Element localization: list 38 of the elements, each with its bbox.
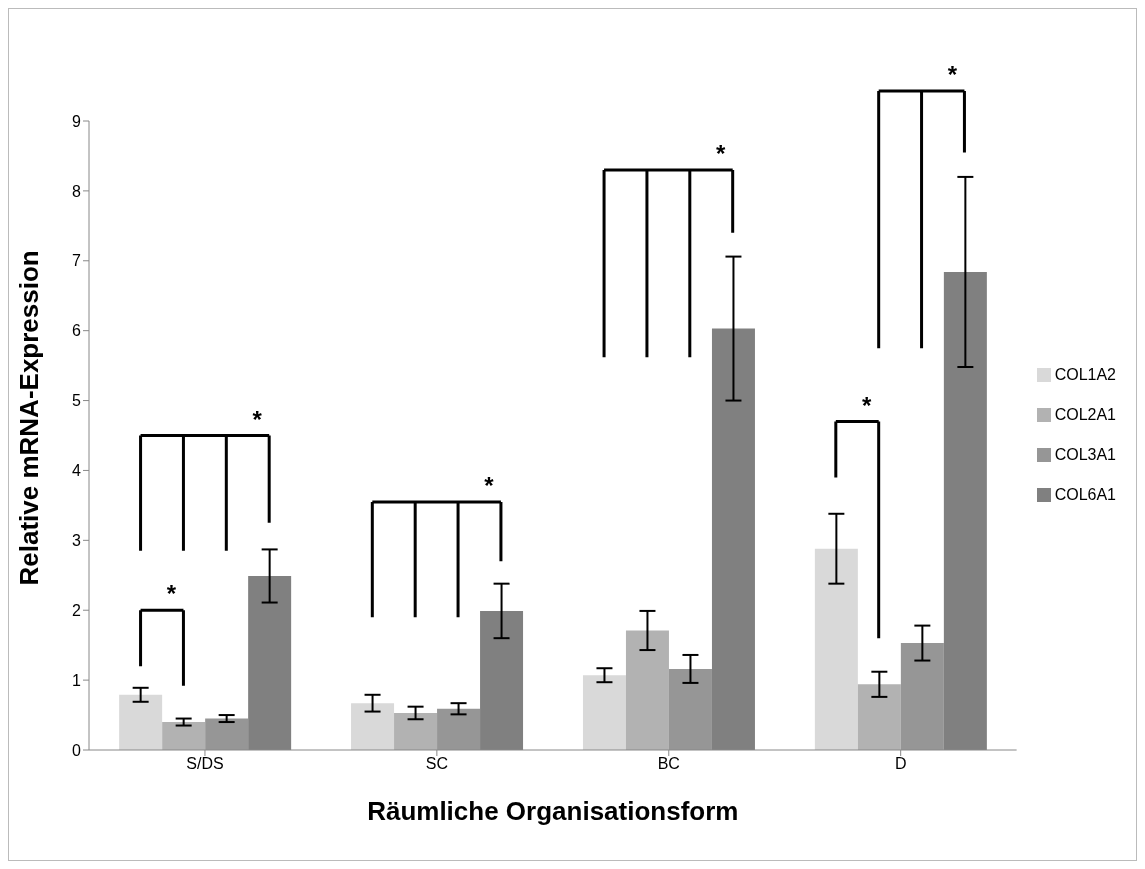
bar [668,668,712,750]
y-tick-label: 9 [72,112,82,130]
annotation: * [716,139,727,167]
x-tick-label: BC [657,755,680,773]
y-tick-label: 0 [72,741,82,759]
legend-label: COL2A1 [1054,405,1116,423]
bar [437,708,481,750]
x-tick-label: S/DS [186,755,224,773]
x-axis-title: Räumliche Organisationsform [367,796,739,826]
bar [814,548,858,750]
text: * [947,60,958,88]
y-tick-label: 6 [72,322,82,340]
y-tick-label: 7 [72,252,82,270]
bar [119,694,163,750]
y-tick-label: 1 [72,671,82,689]
legend-label: COL6A1 [1054,485,1116,503]
x-tick-label: D [894,755,907,773]
annotation: * [166,580,177,608]
bar [162,722,206,750]
annotation: * [862,391,873,419]
legend-label: COL1A2 [1054,365,1116,383]
bar [582,675,626,750]
bar [394,712,438,750]
y-tick-label: 4 [72,462,82,480]
y-axis-title: Relative mRNA-Expression [14,250,45,586]
x-tick-label: SC [425,755,448,773]
bar [205,718,249,750]
bar [625,630,669,750]
bar [351,703,395,750]
y-tick-label: 5 [72,392,82,410]
bar [857,684,901,750]
y-tick-label: 8 [72,182,82,200]
y-tick-label: 2 [72,601,82,619]
y-tick-label: 3 [72,532,82,550]
annotation: * [484,471,495,499]
bar [900,643,944,750]
annotation: * [252,405,263,433]
legend-label: COL3A1 [1054,445,1116,463]
